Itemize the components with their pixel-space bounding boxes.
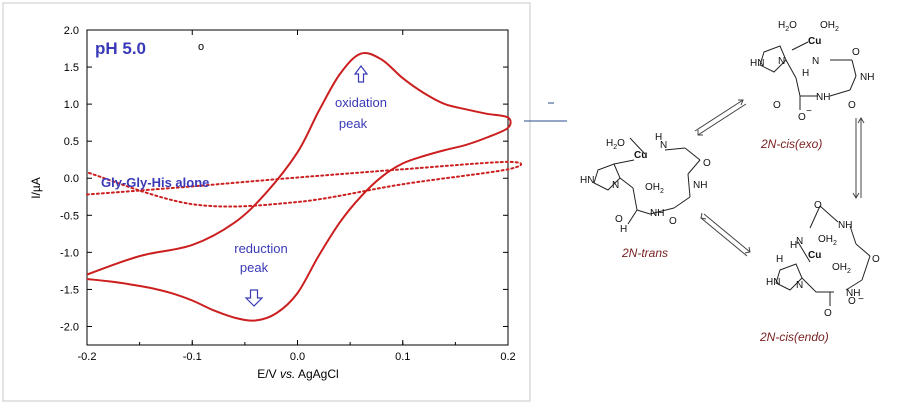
svg-text:OH2: OH2	[818, 234, 837, 247]
svg-text:NH: NH	[846, 288, 860, 299]
svg-text:H: H	[776, 254, 783, 265]
svg-text:N: N	[612, 180, 619, 191]
equilibrium-arrows	[694, 99, 865, 257]
svg-text:OH2: OH2	[645, 182, 664, 195]
svg-text:−: −	[806, 106, 812, 117]
svg-text:NH: NH	[838, 220, 852, 231]
svg-text:Cu: Cu	[808, 250, 821, 261]
reduction-arrow-icon	[244, 289, 264, 307]
svg-text:N: N	[796, 280, 803, 291]
y-tick-label: -0.5	[60, 210, 79, 222]
x-tick-label: 0.2	[500, 351, 515, 363]
svg-text:O: O	[798, 112, 806, 123]
imidazole-ring	[775, 263, 803, 291]
imidazole-ring	[593, 163, 621, 191]
svg-text:HN: HN	[750, 58, 764, 69]
y-tick-label: -1.0	[60, 247, 79, 259]
svg-text:O: O	[848, 100, 856, 111]
curves-group	[86, 52, 523, 322]
svg-text:NH: NH	[860, 72, 874, 83]
reduction-peak-label: peak	[240, 260, 269, 275]
svg-text:−: −	[858, 294, 864, 305]
svg-text:O: O	[814, 200, 822, 211]
gly-gly-his-label: Gly-Gly-His alone	[101, 175, 209, 190]
svg-text:O: O	[824, 308, 832, 319]
svg-text:Cu: Cu	[808, 36, 821, 47]
y-tick-label: 1.5	[64, 62, 79, 74]
svg-text:H: H	[655, 132, 662, 143]
reduction-label: reduction	[234, 241, 287, 256]
y-tick-label: -1.5	[60, 284, 79, 296]
oxidation-peak-label: peak	[339, 116, 368, 131]
cv-curve-gly-gly-his	[86, 160, 523, 208]
svg-text:H: H	[790, 240, 797, 251]
svg-text:N: N	[812, 56, 819, 67]
svg-text:H2O: H2O	[778, 20, 797, 33]
svg-text:O: O	[872, 254, 880, 265]
x-tick-label: -0.1	[183, 351, 202, 363]
species-name-endo: 2N-cis(endo)	[759, 330, 829, 344]
y-tick-label: 0.5	[64, 136, 79, 148]
svg-text:OH2: OH2	[832, 262, 851, 275]
y-tick-label: 1.0	[64, 99, 79, 111]
plot-frame	[2, 2, 531, 402]
svg-text:O: O	[848, 296, 856, 307]
y-axis-label: I/µA	[29, 177, 43, 199]
svg-text:OH2: OH2	[820, 20, 839, 33]
svg-text:HN: HN	[766, 277, 780, 288]
x-tick-label: -0.2	[78, 351, 97, 363]
ticks-group: -0.2 -0.1 0.0 0.1 0.2 2.0 1.5 1.0 0.5 0.0 -0.5 -1.0…	[60, 25, 516, 363]
svg-text:O: O	[703, 158, 711, 169]
y-tick-label: 2.0	[64, 25, 79, 37]
species-name-trans: 2N-trans	[621, 246, 668, 260]
svg-text:H2O: H2O	[606, 138, 625, 151]
svg-text:O: O	[773, 100, 781, 111]
x-tick-label: 0.1	[395, 351, 410, 363]
svg-text:NH: NH	[650, 208, 664, 219]
svg-text:H: H	[802, 68, 809, 79]
ph-label: pH 5.0	[95, 39, 146, 58]
svg-text:O: O	[615, 214, 623, 225]
y-tick-label: -2.0	[60, 321, 79, 333]
svg-text:N: N	[778, 56, 785, 67]
svg-text:NH: NH	[816, 92, 830, 103]
svg-text:O: O	[852, 47, 860, 58]
svg-text:Cu: Cu	[634, 150, 647, 161]
imidazole-ring	[759, 45, 787, 73]
cv-curve-complex	[86, 52, 512, 322]
svg-text:N: N	[796, 236, 803, 247]
svg-text:O: O	[669, 216, 677, 227]
o-marker: o	[198, 41, 204, 53]
svg-text:HN: HN	[580, 175, 594, 186]
structure-2n-cis-exo: HN N Cu H2O OH2 N H O NH NH O O O − 2N-c…	[750, 20, 874, 151]
x-axis-label: E/V vs. AgAgCl	[257, 367, 338, 381]
svg-text:H: H	[620, 224, 627, 235]
x-tick-label: 0.0	[290, 351, 305, 363]
y-tick-label: 0.0	[64, 173, 79, 185]
oxidation-label: oxidation	[335, 95, 387, 110]
svg-text:NH: NH	[693, 180, 707, 191]
structure-2n-trans: HN N Cu H2O OH2 N H O NH O NH O H 2N-tra…	[580, 132, 711, 260]
svg-text:N: N	[660, 140, 667, 151]
species-name-exo: 2N-cis(exo)	[760, 137, 822, 151]
structure-2n-cis-endo: O NH H N H Cu OH2 OH2 O NH HN N O O − 2N…	[759, 200, 880, 344]
oxidation-arrow-icon	[353, 65, 369, 83]
